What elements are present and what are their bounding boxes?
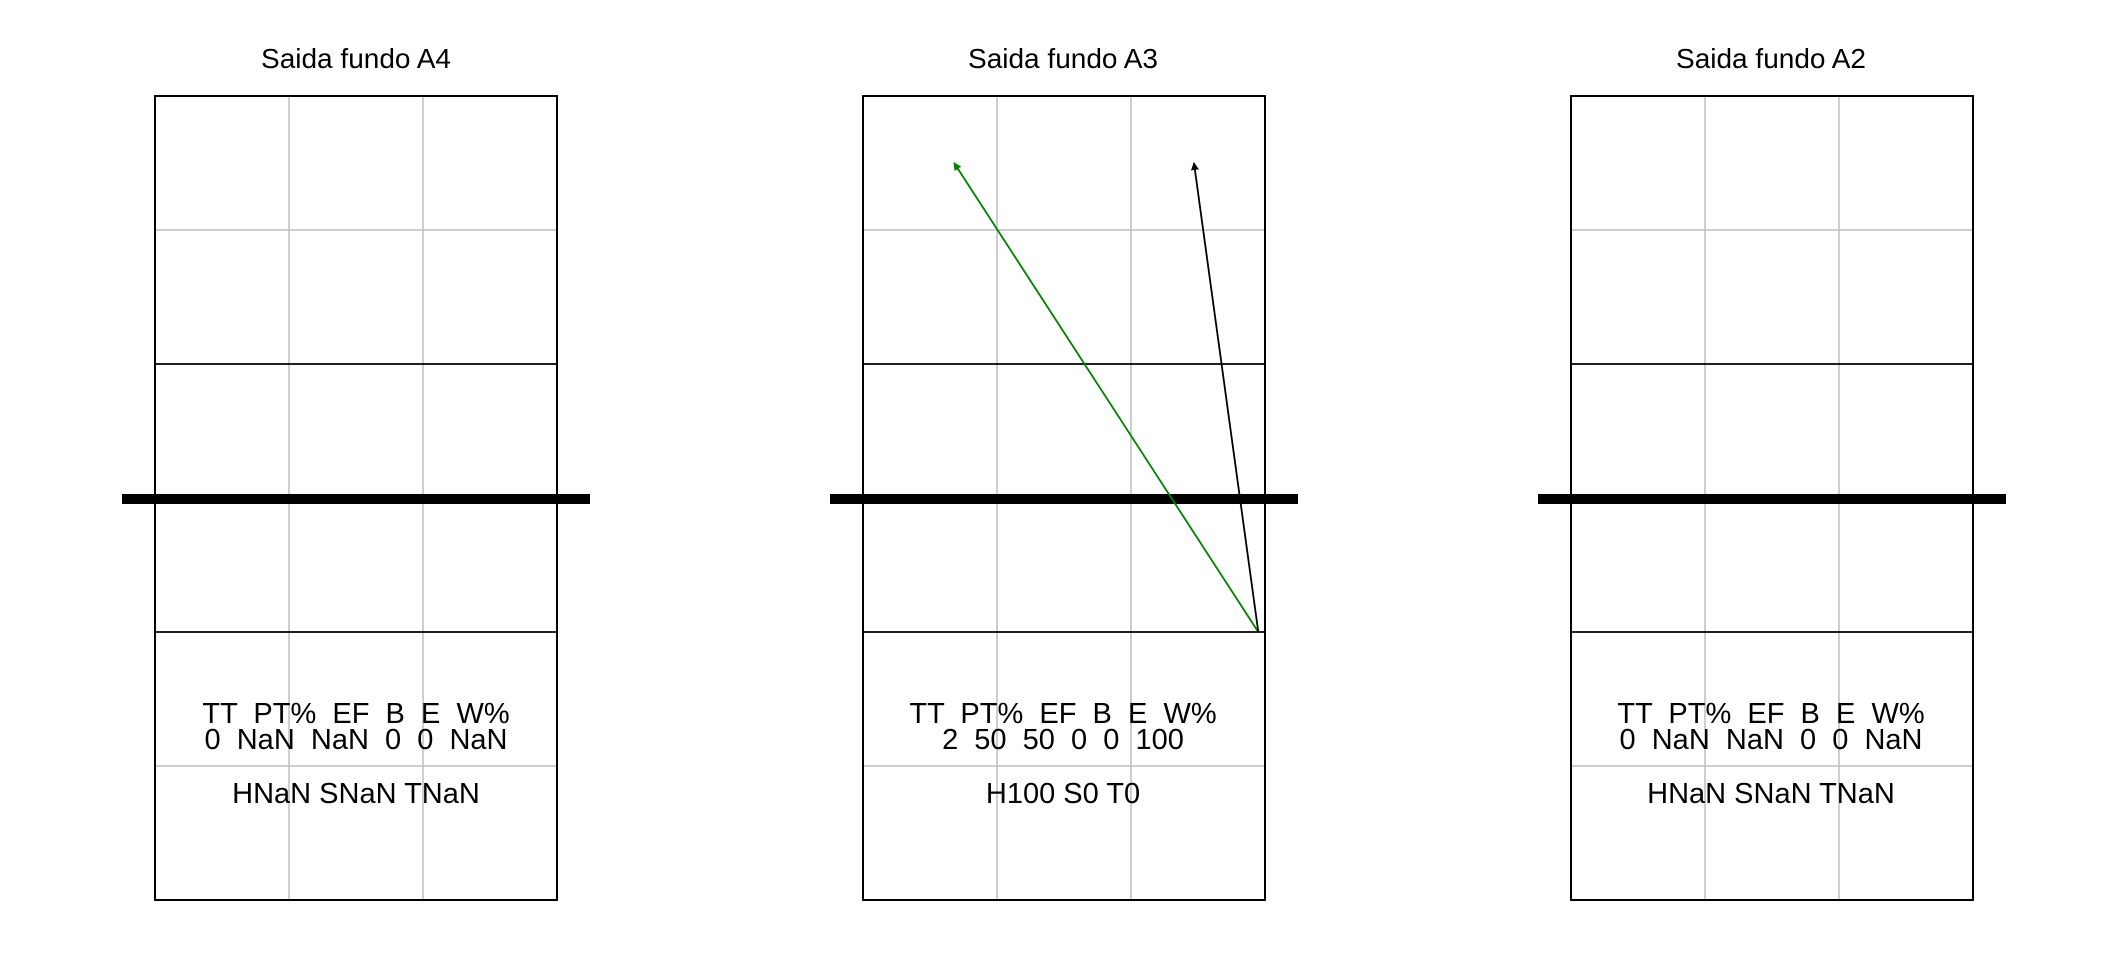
court-panel-a3: Saida fundo A3 TT PT% EF B E W% 2 50 50 … [830,43,1298,901]
summary-text: HNaN SNaN TNaN [1647,778,1895,810]
panel-title: Saida fundo A3 [968,43,1158,74]
court-panel-a2: Saida fundo A2 TT PT% EF B E W% 0 NaN Na… [1538,43,2006,901]
stats-values: 0 NaN NaN 0 0 NaN [1620,724,1923,756]
attack-arrow [1190,162,1260,633]
court-grid [1538,95,2006,901]
stats-values: 0 NaN NaN 0 0 NaN [205,724,508,756]
panel-title: Saida fundo A2 [1676,43,1866,74]
stats-header: TT PT% EF B E W% [909,698,1216,730]
court-grid [122,95,590,901]
panel-title: Saida fundo A4 [261,43,451,74]
summary-text: H100 S0 T0 [986,778,1140,810]
court-panel-a4: Saida fundo A4 TT PT% EF B E W% 0 NaN Na… [122,43,590,901]
attack-arrows [953,162,1260,633]
summary-text: HNaN SNaN TNaN [232,778,480,810]
attack-arrow [953,162,1260,633]
court-grid [830,95,1298,901]
stats-values: 2 50 50 0 0 100 [942,724,1184,756]
stats-header: TT PT% EF B E W% [1617,698,1924,730]
stats-header: TT PT% EF B E W% [202,698,509,730]
